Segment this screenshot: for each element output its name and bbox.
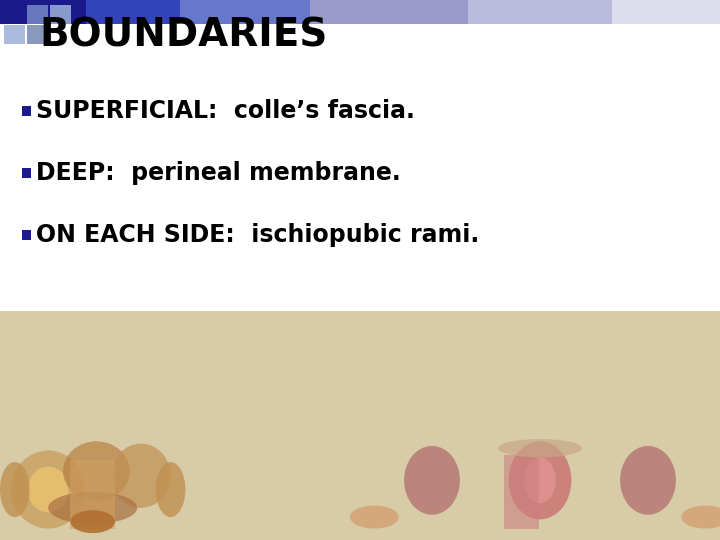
Bar xyxy=(4,25,25,44)
Text: DEEP:  perineal membrane.: DEEP: perineal membrane. xyxy=(36,161,400,185)
Ellipse shape xyxy=(156,462,186,517)
Bar xyxy=(504,455,539,529)
Bar xyxy=(71,460,115,529)
Bar xyxy=(180,0,310,24)
Bar xyxy=(86,0,180,24)
Bar xyxy=(0,310,371,540)
Ellipse shape xyxy=(524,457,556,503)
Bar xyxy=(468,0,612,24)
Bar xyxy=(27,5,48,24)
Ellipse shape xyxy=(48,492,138,524)
Bar xyxy=(310,0,468,24)
Ellipse shape xyxy=(11,450,85,529)
Bar xyxy=(22,106,32,116)
Ellipse shape xyxy=(111,443,171,508)
Bar xyxy=(50,5,71,24)
Bar xyxy=(22,168,32,178)
Text: ON EACH SIDE:  ischiopubic rami.: ON EACH SIDE: ischiopubic rami. xyxy=(36,223,479,247)
Ellipse shape xyxy=(620,446,676,515)
Ellipse shape xyxy=(498,439,582,457)
Ellipse shape xyxy=(28,467,68,512)
Ellipse shape xyxy=(0,462,30,517)
Bar xyxy=(612,0,720,24)
Bar xyxy=(371,310,720,540)
Ellipse shape xyxy=(63,441,130,501)
Ellipse shape xyxy=(508,441,572,519)
Ellipse shape xyxy=(350,505,399,529)
Bar xyxy=(22,230,32,240)
Ellipse shape xyxy=(681,505,720,529)
Text: BOUNDARIES: BOUNDARIES xyxy=(40,16,328,54)
Ellipse shape xyxy=(71,510,115,533)
Bar xyxy=(27,25,48,44)
Text: SUPERFICIAL:  colle’s fascia.: SUPERFICIAL: colle’s fascia. xyxy=(36,99,415,123)
Bar xyxy=(4,5,25,24)
Ellipse shape xyxy=(404,446,460,515)
Bar xyxy=(0,0,86,24)
